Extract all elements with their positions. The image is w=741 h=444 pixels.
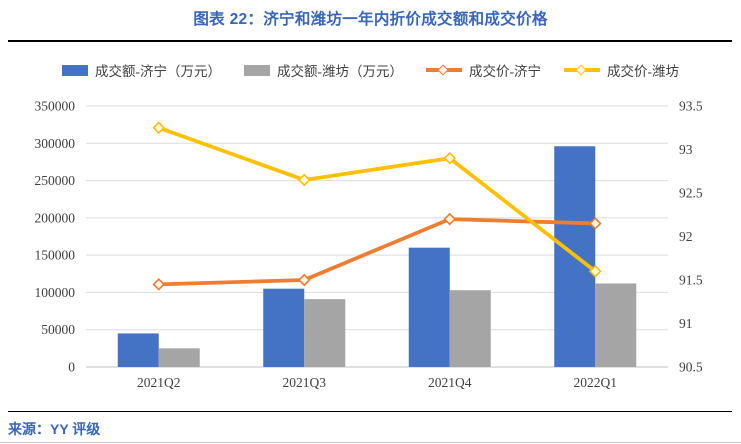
right-axis-tick-label: 91.5 (679, 273, 703, 288)
legend-item-price-jining: 成交价-济宁 (426, 60, 541, 80)
legend-label: 成交价-济宁 (469, 64, 541, 79)
legend-item-price-weifang: 成交价-潍坊 (564, 60, 679, 80)
diamond-marker-icon (588, 264, 602, 278)
left-axis-tick-label: 200000 (35, 210, 76, 225)
diamond-marker-icon (588, 217, 602, 230)
legend-item-amount-weifang: 成交额-潍坊（万元） (244, 60, 403, 80)
x-axis-category-label: 2021Q2 (137, 375, 181, 390)
left-axis-tick-label: 100000 (35, 285, 76, 300)
top-divider (8, 40, 732, 42)
diamond-marker-icon (443, 212, 457, 226)
x-axis-category-label: 2021Q4 (428, 375, 472, 390)
bar-swatch-icon (62, 64, 88, 76)
source-caption: 来源：YY 评级 (8, 421, 101, 437)
left-axis-tick-label: 0 (68, 360, 75, 375)
right-axis-tick-label: 90.5 (679, 360, 703, 375)
line-diamond-swatch-icon (426, 63, 462, 76)
legend-label: 成交额-济宁（万元） (95, 64, 221, 79)
left-axis-tick-label: 350000 (35, 99, 76, 114)
right-axis-tick-label: 92 (679, 229, 693, 244)
figure-title: 图表 22：济宁和潍坊一年内折价成交额和成交价格 (193, 11, 548, 28)
x-axis-category-label: 2021Q3 (283, 375, 327, 390)
diamond-marker-icon (297, 273, 311, 287)
chart-canvas: 0 50000 100000 150000 200000 250000 300000 3500… (35, 99, 703, 391)
bar-weifang (158, 348, 200, 367)
diamond-marker-icon (152, 121, 166, 135)
chart-legend: 成交额-济宁（万元） 成交额-潍坊（万元） 成交价-济宁 成交价-潍坊 (0, 61, 741, 79)
diamond-marker-icon (297, 173, 311, 187)
legend-label: 成交价-潍坊 (607, 64, 679, 79)
bar-jining (263, 288, 305, 367)
price-line (158, 125, 597, 273)
bar-jining (117, 333, 159, 367)
bottom-divider (8, 411, 732, 412)
left-axis-tick-label: 300000 (35, 136, 76, 151)
right-axis-tick-label: 92.5 (679, 186, 703, 201)
left-axis-tick-label: 250000 (35, 173, 76, 188)
bar-jining (408, 247, 450, 367)
left-axis-tick-label: 50000 (41, 322, 75, 337)
diamond-marker-icon (152, 278, 166, 291)
legend-label: 成交额-潍坊（万元） (277, 64, 403, 79)
price-line (158, 217, 596, 287)
legend-item-amount-jining: 成交额-济宁（万元） (62, 60, 221, 80)
bar-weifang (449, 290, 491, 367)
right-axis-tick-label: 93.5 (679, 99, 703, 114)
left-axis-tick-label: 150000 (35, 248, 76, 263)
x-axis-category-label: 2022Q1 (574, 375, 618, 390)
bar-weifang (304, 299, 346, 367)
diamond-marker-icon (443, 151, 457, 165)
page-edge-divider (0, 442, 741, 443)
bar-swatch-icon (244, 64, 270, 76)
right-axis-tick-label: 93 (679, 142, 693, 157)
right-axis-tick-label: 91 (679, 316, 693, 331)
bar-weifang (595, 283, 637, 367)
line-diamond-swatch-icon (564, 63, 600, 76)
